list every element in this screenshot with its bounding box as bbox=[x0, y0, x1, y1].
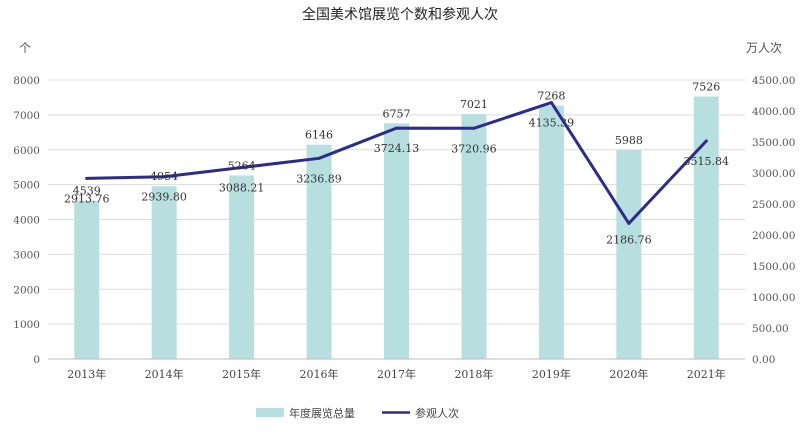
left-tick-label: 6000 bbox=[13, 145, 40, 157]
right-tick-label: 500.00 bbox=[752, 323, 789, 335]
bar bbox=[74, 200, 100, 359]
line-point bbox=[395, 126, 398, 130]
x-tick-label: 2014年 bbox=[145, 367, 184, 381]
line-value-label: 3724.13 bbox=[374, 142, 420, 155]
right-tick-label: 3000.00 bbox=[752, 168, 795, 180]
left-tick-label: 5000 bbox=[13, 180, 40, 192]
left-tick-label: 2000 bbox=[13, 284, 40, 296]
bar-value-label: 5988 bbox=[615, 134, 643, 147]
left-tick-label: 7000 bbox=[13, 110, 40, 122]
line-value-label: 2913.76 bbox=[64, 192, 110, 205]
right-tick-label: 0.00 bbox=[752, 354, 775, 366]
line-value-label: 3088.21 bbox=[219, 182, 265, 195]
bar bbox=[538, 105, 564, 359]
axes: 0 1000 2000 3000 4000 5000 6000 7000 8000 0.00 500… bbox=[13, 75, 795, 381]
bar bbox=[461, 114, 487, 359]
bar bbox=[693, 96, 719, 359]
bar-value-label: 7268 bbox=[537, 90, 565, 103]
line-value-label: 3236.89 bbox=[296, 172, 342, 185]
right-tick-label: 1500.00 bbox=[752, 261, 795, 273]
line-point bbox=[317, 156, 321, 160]
x-tick-label: 2021年 bbox=[687, 367, 726, 381]
x-tick-label: 2017年 bbox=[377, 367, 416, 381]
line-point bbox=[162, 175, 166, 179]
right-tick-label: 4500.00 bbox=[752, 75, 795, 87]
x-tick-label: 2015年 bbox=[222, 367, 261, 381]
bar-value-label: 5264 bbox=[228, 159, 256, 172]
legend: 年度展览总量 参观人次 bbox=[256, 406, 459, 420]
x-tick-label: 2018年 bbox=[454, 367, 493, 381]
right-axis-unit: 万人次 bbox=[746, 41, 782, 55]
bar bbox=[306, 144, 332, 359]
line-point bbox=[704, 139, 708, 143]
bar-value-label: 4954 bbox=[150, 170, 178, 183]
x-tick-label: 2020年 bbox=[609, 367, 648, 381]
left-tick-label: 1000 bbox=[13, 319, 40, 331]
x-tick-label: 2016年 bbox=[300, 367, 339, 381]
left-tick-label: 3000 bbox=[13, 249, 40, 261]
left-tick-label: 0 bbox=[33, 354, 40, 366]
legend-line-label: 参观人次 bbox=[415, 406, 459, 420]
bar-series bbox=[74, 96, 719, 359]
bar-value-label: 6146 bbox=[305, 129, 333, 142]
line-value-label: 2939.80 bbox=[141, 191, 187, 204]
line-point bbox=[85, 176, 89, 180]
x-tick-label: 2019年 bbox=[532, 367, 571, 381]
legend-bar-label: 年度展览总量 bbox=[289, 406, 355, 420]
left-tick-label: 4000 bbox=[13, 215, 40, 227]
bar-value-label: 4539 bbox=[73, 185, 101, 198]
bar bbox=[616, 150, 642, 359]
left-axis-unit: 个 bbox=[19, 41, 31, 55]
line-point bbox=[549, 101, 553, 105]
chart-title: 全国美术馆展览个数和参观人次 bbox=[302, 6, 498, 23]
right-tick-label: 2500.00 bbox=[752, 199, 795, 211]
left-tick-label: 8000 bbox=[13, 75, 40, 87]
line-series bbox=[85, 101, 708, 225]
right-tick-label: 4000.00 bbox=[752, 106, 795, 118]
bar-value-label: 7021 bbox=[460, 98, 488, 111]
line-value-label: 4135.39 bbox=[529, 117, 575, 130]
bar bbox=[151, 186, 177, 359]
line-value-label: 3515.84 bbox=[684, 155, 730, 168]
line-value-label: 2186.76 bbox=[606, 233, 652, 246]
bar bbox=[384, 123, 409, 359]
right-tick-label: 3500.00 bbox=[752, 137, 795, 149]
data-labels: 4539 4954 5264 6146 6757 7021 7268 5988 7526 2913… bbox=[64, 81, 729, 247]
legend-bar-swatch bbox=[256, 408, 284, 417]
right-tick-label: 1000.00 bbox=[752, 292, 795, 304]
right-tick-label: 2000.00 bbox=[752, 230, 795, 242]
x-tick-label: 2013年 bbox=[67, 367, 106, 381]
line-point bbox=[472, 126, 476, 130]
line-point bbox=[627, 221, 631, 225]
bar-value-label: 6757 bbox=[383, 107, 411, 120]
bar-value-label: 7526 bbox=[692, 81, 720, 94]
bar bbox=[229, 175, 255, 359]
line-point bbox=[240, 166, 244, 170]
line-value-label: 3720.96 bbox=[451, 142, 497, 155]
